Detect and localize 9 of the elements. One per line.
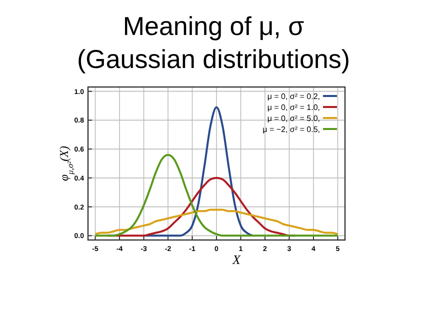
chart-title: Meaning of μ, σ (122, 11, 304, 41)
chart-subtitle: (Gaussian distributions) (76, 44, 350, 74)
legend-label: μ = 0, σ² = 5.0, (267, 114, 320, 123)
legend-label: μ = −2, σ² = 0.5, (262, 125, 320, 134)
line-series (94, 208, 339, 236)
legend-label: μ = 0, σ² = 1.0, (267, 103, 320, 112)
line-series (94, 154, 339, 237)
legend-label: μ = 0, σ² = 0.2, (267, 92, 320, 101)
x-axis-title: X (232, 252, 242, 267)
